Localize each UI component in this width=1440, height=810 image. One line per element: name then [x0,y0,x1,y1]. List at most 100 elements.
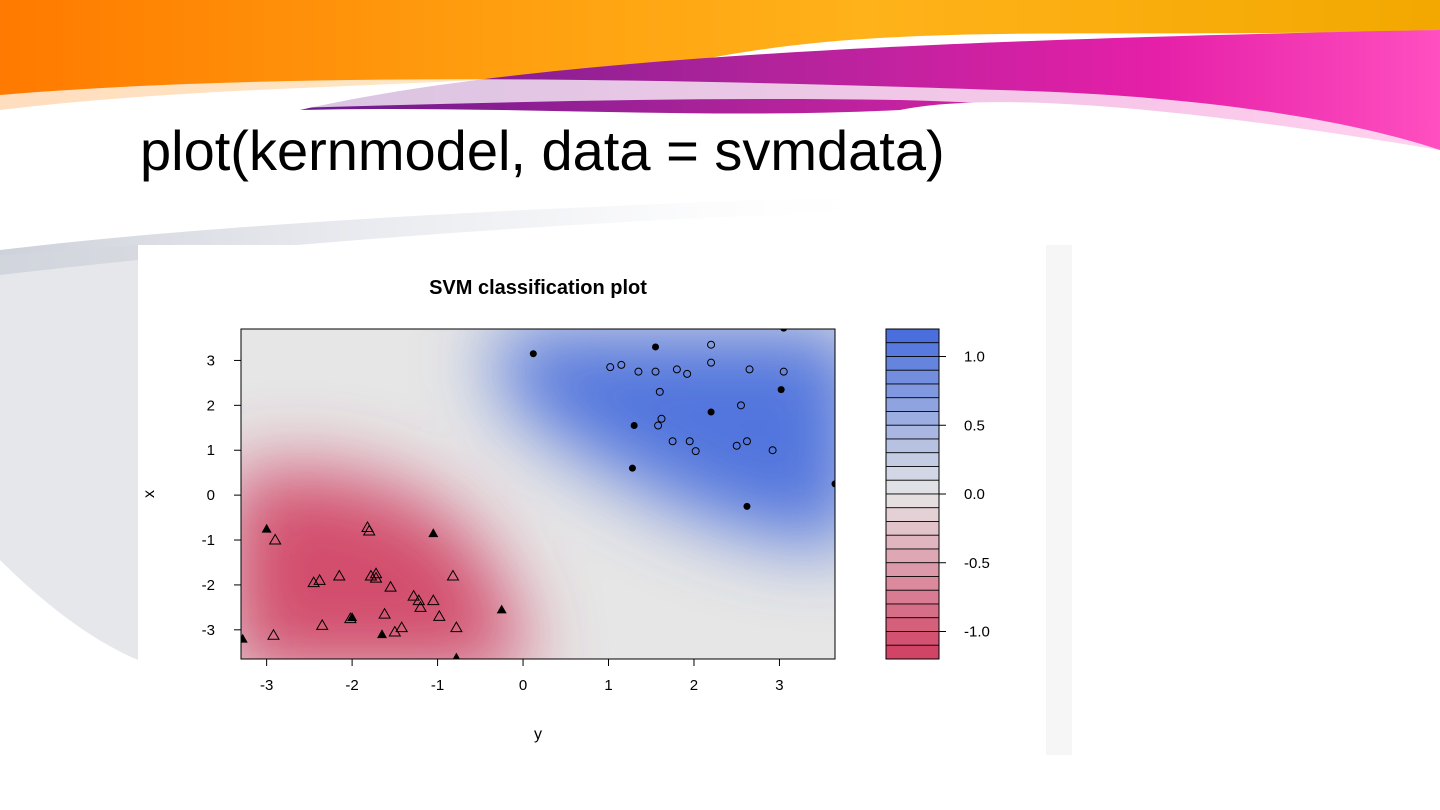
circle-point [654,421,663,430]
triangle-point [378,607,391,619]
colorbar-band [885,383,940,399]
colorbar-band [885,534,940,550]
support-vector-triangle [261,523,272,533]
colorbar-tick-label: -1.0 [964,624,990,641]
colorbar-band [885,342,940,357]
colorbar-tick-label: 1.0 [964,349,985,366]
figure-panel-shadow [1046,245,1072,755]
triangle-point [332,569,346,581]
x-tick-label: 2 [690,677,698,694]
circle-point [655,387,664,396]
colorbar-band [885,576,940,591]
y-tick-label: 1 [207,442,215,459]
support-vector-triangle [241,633,248,643]
colorbar-band [885,466,940,481]
colorbar-band [885,631,940,646]
triangle-point [384,580,397,592]
support-vector-circle [630,422,638,430]
colorbar-band [885,452,940,467]
triangle-point [432,609,446,621]
x-axis: -3 -2 -1 0 1 2 3 [260,659,784,694]
circle-point [685,437,694,446]
y-axis: 3 2 1 0 -1 -2 -3 [202,352,241,639]
grey-swoosh-top [0,195,900,275]
y-tick-label: 0 [207,487,215,504]
colorbar-band [885,521,940,536]
colorbar-band [885,479,940,495]
circle-point [691,447,700,456]
circle-point [634,367,643,376]
circle-point [736,401,745,410]
x-tick-label: 0 [519,677,527,694]
svm-classification-plot: SVM classification plot -3 -2 -1 0 1 2 3 3 2 1 0 -… [141,277,990,743]
x-axis-label: y [534,726,542,743]
support-vector-triangle [347,612,358,622]
circle-point [732,441,741,450]
colorbar-band [885,356,940,371]
triangle-point [268,533,282,545]
y-tick-label: 2 [207,397,215,414]
colorbar-band [885,617,940,632]
slide-title: plot(kernmodel, data = svmdata) [140,119,945,182]
data-points [241,329,835,659]
support-vector-triangle [428,528,439,538]
colorbar-band [885,424,940,440]
decision-region-field [241,329,835,659]
triangle-point [364,569,378,581]
triangle-point [414,600,427,612]
circle-point [657,414,666,423]
support-vector-circle [707,408,715,416]
circle-point [779,367,788,376]
x-tick-label: 3 [775,677,783,694]
colorbar-band [885,644,940,660]
colorbar-tick-label: -0.5 [964,555,990,572]
support-vector-circle [777,386,785,394]
support-vector-triangle [496,604,507,614]
negative-class-region [241,469,526,659]
circle-point [768,446,777,455]
chart-title: SVM classification plot [429,277,647,299]
support-vector-circle [628,464,636,472]
y-tick-label: -2 [202,577,215,594]
circle-point [668,437,677,446]
circle-point [617,360,626,369]
colorbar-band [885,589,940,605]
circle-point [745,365,754,374]
circle-point [606,363,615,372]
colorbar-band [885,411,940,426]
x-tick-label: -3 [260,677,273,694]
triangle-point [450,621,463,633]
grey-swoosh-left [0,245,138,660]
y-axis-label: x [141,490,158,498]
y-tick-label: 3 [207,352,215,369]
colorbar-band [885,369,940,385]
colorbar-band [885,548,940,564]
triangle-point [426,594,440,606]
triangle-point [369,571,383,583]
triangle-point [307,576,321,588]
circle-point [651,367,660,376]
colorbar-tick-label: 0.0 [964,486,985,503]
colorbar-band [885,603,940,619]
triangle-point [407,589,421,601]
positive-class-region [498,329,835,545]
x-tick-label: 1 [604,677,612,694]
colorbar-band [885,507,940,522]
circle-point [683,369,692,378]
x-tick-label: -1 [431,677,444,694]
support-vector-circle [831,480,835,488]
triangle-point [315,618,329,630]
triangle-point [446,569,460,581]
support-vector-circle [652,343,660,351]
circle-point [672,365,681,374]
support-vector-circle [780,329,788,332]
support-vector-triangle [452,652,460,659]
colorbar-tick-label: 0.5 [964,417,985,434]
triangle-point [395,621,409,633]
circle-point [707,340,716,349]
support-vector-triangle [377,629,388,639]
colorbar-band [885,397,940,412]
colorbar-band [885,438,940,454]
colorbar-band [885,562,940,577]
support-vector-circle [529,350,537,358]
